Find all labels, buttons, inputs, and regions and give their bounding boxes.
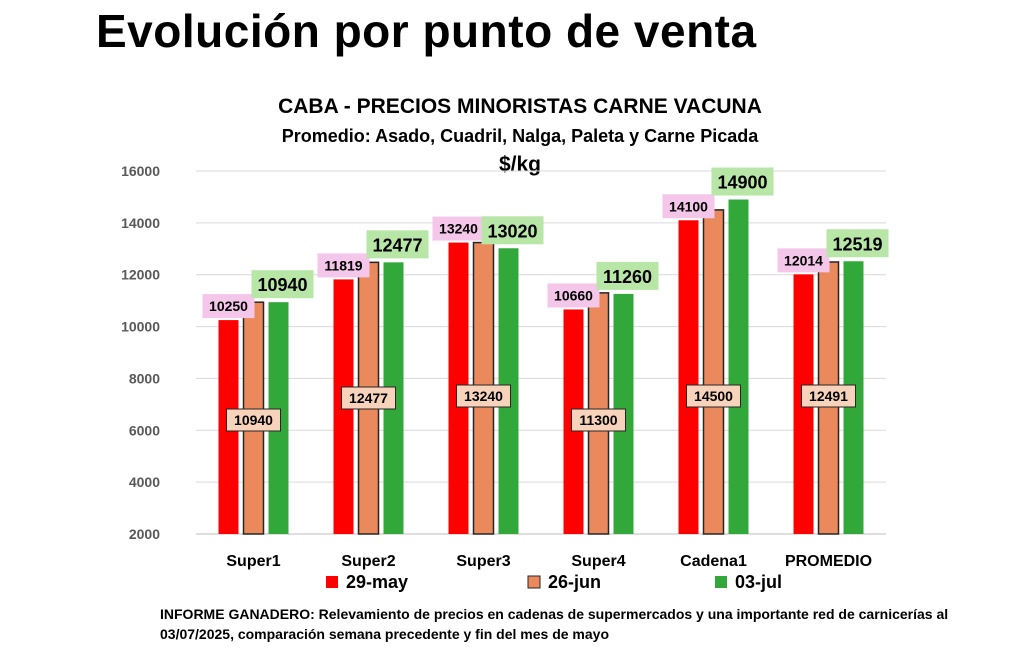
data-label: 12477 [372, 235, 422, 255]
data-label-bg [686, 384, 741, 408]
legend-label: 26-jun [548, 572, 601, 592]
y-tick-label: 4000 [129, 474, 160, 490]
data-label: 12519 [832, 234, 882, 254]
data-label: 14900 [717, 173, 767, 193]
legend-swatch [326, 576, 338, 588]
data-label-bg [547, 283, 600, 308]
data-label-bg [662, 194, 715, 219]
data-label-bg [366, 230, 429, 259]
data-label-bg [777, 248, 830, 273]
data-label-bg [202, 294, 255, 319]
chart-subtitle: Promedio: Asado, Cuadril, Nalga, Paleta … [281, 126, 759, 146]
y-tick-label: 6000 [129, 422, 160, 438]
data-label-bg [711, 167, 774, 196]
data-label: 12491 [809, 388, 848, 404]
y-axis-unit-label: $/kg [498, 153, 542, 176]
source-footnote: INFORME GANADERO: Relevamiento de precio… [160, 606, 949, 642]
data-label-bg [826, 229, 889, 258]
y-tick-label: 14000 [121, 215, 160, 231]
x-tick-label: PROMEDIO [785, 553, 872, 570]
chart-title: CABA - PRECIOS MINORISTAS CARNE VACUNA [278, 95, 762, 118]
y-tick-label: 16000 [121, 163, 160, 179]
x-tick-label: Super4 [571, 553, 625, 570]
y-tick-label: 10000 [121, 319, 160, 335]
legend-label: 29-may [346, 572, 408, 592]
data-label: 10250 [209, 298, 248, 314]
data-label: 12477 [349, 390, 388, 406]
x-tick-label: Super2 [341, 553, 395, 570]
y-tick-label: 2000 [129, 526, 160, 542]
legend-label: 03-jul [735, 572, 782, 592]
x-tick-label: Cadena1 [680, 553, 747, 570]
data-label: 10940 [257, 275, 307, 295]
x-tick-label: Super3 [456, 553, 510, 570]
data-label: 14100 [669, 198, 708, 214]
bar-chart: 2000 4000 6000 8000 10000 12000 14000 16000 Supe… [121, 163, 889, 592]
y-tick-label: 12000 [121, 267, 160, 283]
data-label-bg [456, 384, 511, 408]
data-label: 10660 [554, 287, 593, 303]
data-label: 12014 [784, 252, 823, 268]
data-label: 11300 [579, 412, 617, 428]
data-label: 11260 [603, 267, 652, 287]
data-label-bg [432, 216, 485, 241]
legend-swatch [527, 575, 541, 589]
data-label-bg [251, 270, 314, 299]
bar [702, 209, 725, 535]
data-label: 10940 [234, 412, 273, 428]
bar [678, 220, 699, 534]
data-label-bg [481, 216, 544, 245]
data-label-bg [341, 386, 396, 410]
legend-swatch [715, 576, 727, 588]
data-label: 14500 [694, 388, 733, 404]
data-label: 13240 [439, 221, 478, 237]
x-tick-label: Super1 [226, 553, 280, 570]
data-label: 13020 [487, 221, 537, 241]
bar [728, 199, 749, 534]
page-title: Evolución por punto de venta [96, 5, 757, 57]
data-label-bg [317, 253, 370, 278]
data-label: 11819 [324, 257, 362, 273]
data-label-bg [571, 408, 626, 432]
data-label-bg [801, 384, 856, 408]
data-label-bg [596, 261, 659, 290]
y-tick-label: 8000 [129, 370, 160, 386]
data-label: 13240 [464, 388, 503, 404]
data-label-bg [226, 408, 281, 432]
